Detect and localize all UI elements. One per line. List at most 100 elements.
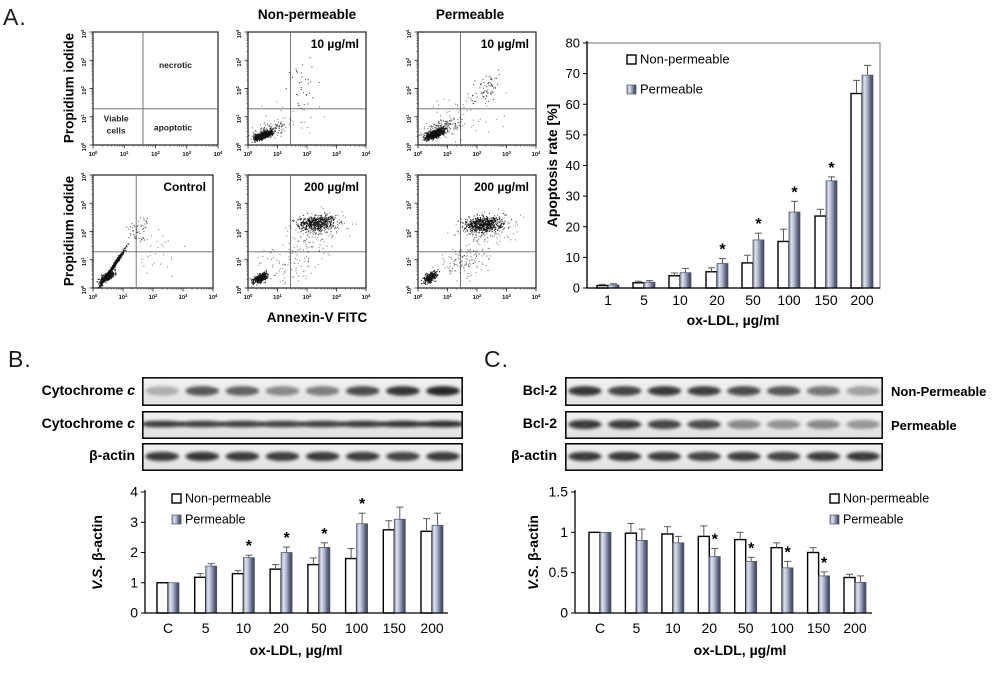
svg-text:100: 100 [89,293,98,301]
svg-text:100: 100 [405,142,413,151]
flow-plot-dose-label: Control [163,180,206,194]
x-tick-label-10: 10 [665,620,681,636]
svg-text:102: 102 [80,228,88,237]
blot-strip-beta-actin-c [565,443,883,471]
svg-text:104: 104 [214,150,223,158]
blot-strip-bcl2-p [565,411,883,439]
legend-swatch-permeable [829,514,840,525]
x-tick-label-10: 10 [236,620,252,636]
bar-non-permeable-20 [269,568,282,614]
svg-text:101: 101 [273,150,282,158]
x-tick-label-50: 50 [745,292,761,308]
bar-permeable-5 [205,565,218,614]
svg-text:104: 104 [362,293,371,301]
bar-non-permeable-200 [420,530,433,614]
legend-label-permeable: Permeable [185,513,245,527]
bar-permeable-10 [679,272,692,289]
svg-text:100: 100 [244,293,253,301]
x-tick-label-1: 1 [604,292,612,308]
svg-text:102: 102 [151,150,160,158]
svg-text:101: 101 [119,293,128,301]
svg-text:101: 101 [235,257,243,266]
svg-text:101: 101 [235,114,243,123]
cytochrome-c-bar-chart: C 5 * 10 * 20 * 50 * 100 150 200 0 1 2 3 4 ox-LDL, µg/ml V… [89,484,448,658]
bar-non-permeable-150 [382,529,395,614]
bar-non-permeable-50 [307,563,320,614]
bar-non-permeable-100 [344,557,358,614]
y-tick-label-0.5: 0.5 [549,564,569,580]
svg-text:102: 102 [149,293,158,301]
bar-non-permeable-150 [814,215,827,289]
svg-text:103: 103 [332,150,341,158]
bar-non-permeable-100 [770,546,783,614]
x-tick-label-200: 200 [843,620,867,636]
bar-non-permeable-20 [697,535,711,614]
svg-text:102: 102 [405,85,413,94]
legend-label-permeable: Permeable [640,82,703,97]
bar-non-permeable-10 [668,275,681,289]
svg-text:100: 100 [89,150,98,158]
panel-c-label: C. [484,346,509,372]
significance-star-150: * [828,160,835,177]
svg-text:103: 103 [502,293,511,301]
svg-text:102: 102 [303,150,312,158]
bar-permeable-20 [716,263,729,289]
significance-star-50: * [748,540,755,557]
svg-text:100: 100 [414,293,423,301]
x-axis-title: ox-LDL, µg/ml [694,642,787,658]
significance-star-20: * [719,242,726,259]
x-tick-label-150: 150 [383,620,407,636]
y-tick-label-0: 0 [130,605,138,621]
svg-text:101: 101 [405,114,413,123]
svg-text:102: 102 [405,228,413,237]
y-axis-title: Apoptosis rate [%] [544,104,560,228]
x-tick-label-100: 100 [777,292,801,308]
svg-text:104: 104 [405,172,413,181]
significance-star-50: * [321,526,328,543]
blot-right-label-permeable: Permeable [891,418,957,433]
svg-text:102: 102 [473,150,482,158]
y-tick-label-0: 0 [573,281,580,296]
y-tick-label-50: 50 [566,127,580,142]
y-tick-label-4: 4 [130,484,138,500]
x-tick-label-50: 50 [738,620,754,636]
flow-plot-dose-label: 10 µg/ml [311,37,359,51]
significance-star-100: * [791,184,798,201]
blot-strip-cytochrome-c-p [142,411,463,439]
svg-text:101: 101 [273,293,282,301]
x-tick-label-5: 5 [633,620,641,636]
quadrant-label-apoptotic: apoptotic [154,122,193,132]
bar-permeable-150 [825,180,838,289]
svg-text:103: 103 [80,57,88,66]
svg-text:100: 100 [235,142,243,151]
svg-text:104: 104 [405,29,413,38]
x-tick-label-10: 10 [672,292,688,308]
blot-label-bcl2-1: Bcl-2 [522,382,557,398]
quadrant-label-viable-cells: Viable [104,113,129,123]
y-tick-label-70: 70 [566,66,580,81]
svg-text:102: 102 [303,293,312,301]
svg-text:103: 103 [405,200,413,209]
x-tick-label-20: 20 [273,620,289,636]
blot-strip-cytochrome-c-np [142,377,463,406]
svg-text:101: 101 [80,257,88,266]
y-tick-label-1: 1 [130,574,138,590]
bar-permeable-200 [854,581,867,614]
svg-text:100: 100 [80,285,88,294]
flow-plot-dose-label: 200 µg/ml [474,180,529,194]
bar-permeable-10 [243,557,255,614]
x-tick-label-200: 200 [420,620,444,636]
bar-permeable-150 [393,518,406,614]
svg-text:cells: cells [107,126,126,136]
svg-text:104: 104 [235,29,243,38]
bar-non-permeable-5 [624,532,638,614]
bar-permeable-100 [788,211,801,289]
svg-text:103: 103 [182,150,191,158]
svg-text:103: 103 [502,150,511,158]
bcl2-bar-chart: C 5 10 * 20 * 50 * 100 * 150 200 0 0.5 1 1.5 ox-LDL, µg/… [525,484,929,659]
